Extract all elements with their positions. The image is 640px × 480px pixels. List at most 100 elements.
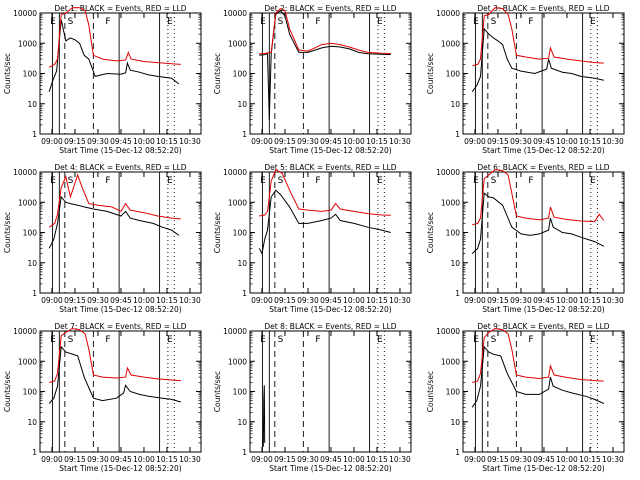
- marker-label: E: [50, 176, 56, 186]
- marker-label: E: [50, 17, 56, 27]
- y-tick-label: 10000: [223, 168, 247, 177]
- y-tick-label: 10: [237, 259, 247, 268]
- x-tick-label: 10:15: [579, 296, 601, 305]
- x-tick-label: 10:15: [366, 137, 388, 146]
- panel-det-9: Det 9: BLACK = Events, RED = LLD 1 10 100 10…: [426, 322, 625, 473]
- y-tick-label: 1: [242, 130, 247, 139]
- x-axis-label: Start Time (15-Dec-12 08:52:20): [269, 146, 391, 155]
- marker-label: E: [377, 176, 383, 186]
- y-tick-label: 100: [446, 388, 461, 397]
- y-tick-label: 100: [23, 388, 38, 397]
- y-tick-label: 1: [242, 289, 247, 298]
- y-tick-label: 10: [27, 100, 37, 109]
- x-tick-label: 09:00: [41, 296, 63, 305]
- x-tick-label: 09:45: [110, 455, 132, 464]
- x-tick-label: 09:45: [533, 296, 555, 305]
- x-tick-label: 09:00: [464, 137, 486, 146]
- y-tick-label: 1: [32, 130, 37, 139]
- y-tick-label: 1000: [18, 198, 37, 207]
- y-tick-label: 10: [237, 418, 247, 427]
- series-lld: [472, 328, 604, 383]
- x-tick-label: 10:00: [556, 137, 578, 146]
- series-events: [471, 345, 605, 408]
- plot-frame: [39, 171, 202, 294]
- x-tick-label: 09:15: [274, 137, 296, 146]
- x-tick-label: 09:45: [110, 137, 132, 146]
- marker-label: F: [105, 335, 110, 345]
- x-tick-label: 10:00: [133, 455, 155, 464]
- y-tick-label: 10000: [223, 9, 247, 18]
- x-tick-label: 09:15: [274, 455, 296, 464]
- y-axis-label: Counts/sec: [3, 371, 12, 412]
- series-events: [471, 27, 604, 92]
- y-tick-label: 1000: [228, 39, 247, 48]
- y-axis-label: Counts/sec: [426, 53, 435, 94]
- y-tick-label: 1: [455, 289, 460, 298]
- x-tick-label: 09:00: [41, 455, 63, 464]
- series-events: [48, 195, 180, 249]
- x-axis-label: Start Time (15-Dec-12 08:52:20): [482, 305, 604, 314]
- x-tick-label: 10:00: [556, 296, 578, 305]
- marker-label: F: [105, 17, 110, 27]
- x-tick-label: 09:30: [510, 137, 532, 146]
- series-events: [48, 345, 181, 404]
- series-lld: [472, 169, 605, 226]
- x-tick-label: 09:15: [487, 455, 509, 464]
- x-tick-label: 09:00: [251, 296, 273, 305]
- x-tick-label: 10:15: [156, 455, 178, 464]
- marker-label: E: [590, 17, 596, 27]
- marker-label: S: [491, 17, 497, 27]
- x-tick-label: 10:30: [179, 296, 201, 305]
- x-tick-label: 09:00: [464, 296, 486, 305]
- series-lld: [472, 7, 604, 67]
- chart-title: Det 3: BLACK = Events, RED = LLD: [477, 4, 609, 13]
- x-tick-label: 10:30: [179, 137, 201, 146]
- x-tick-label: 09:45: [320, 455, 342, 464]
- y-tick-label: 1: [455, 130, 460, 139]
- x-axis-label: Start Time (15-Dec-12 08:52:20): [269, 464, 391, 473]
- marker-label: F: [315, 176, 320, 186]
- x-tick-label: 09:45: [110, 296, 132, 305]
- y-axis-label: Counts/sec: [213, 371, 222, 412]
- x-axis-label: Start Time (15-Dec-12 08:52:20): [59, 305, 181, 314]
- marker-label: S: [278, 17, 284, 27]
- chart-title: Det 1: BLACK = Events, RED = LLD: [54, 4, 186, 13]
- marker-label: F: [315, 17, 320, 27]
- y-axis-label: Counts/sec: [426, 212, 435, 253]
- x-tick-label: 10:30: [602, 137, 624, 146]
- y-tick-label: 100: [446, 70, 461, 79]
- y-tick-label: 10: [450, 259, 460, 268]
- series-lld: [48, 7, 181, 68]
- x-tick-label: 10:30: [602, 296, 624, 305]
- x-tick-label: 10:30: [389, 455, 411, 464]
- panel-det-7: Det 7: BLACK = Events, RED = LLD 1 10 100 10…: [3, 322, 202, 473]
- x-tick-label: 10:15: [156, 296, 178, 305]
- x-tick-label: 10:30: [389, 296, 411, 305]
- x-tick-label: 10:15: [366, 455, 388, 464]
- plot-frame: [39, 330, 202, 453]
- y-tick-label: 1: [242, 448, 247, 457]
- x-tick-label: 10:15: [366, 296, 388, 305]
- marker-label: E: [473, 176, 479, 186]
- y-tick-label: 1000: [18, 357, 37, 366]
- chart-title: Det 8: BLACK = Events, RED = LLD: [264, 322, 396, 331]
- marker-label: F: [105, 176, 110, 186]
- x-tick-label: 09:30: [297, 296, 319, 305]
- y-tick-label: 1000: [441, 198, 460, 207]
- marker-label: S: [278, 335, 284, 345]
- y-axis-label: Counts/sec: [426, 371, 435, 412]
- panel-det-4: Det 4: BLACK = Events, RED = LLD 1 10 100 10…: [3, 163, 202, 314]
- marker-label: S: [278, 176, 284, 186]
- y-axis-label: Counts/sec: [3, 212, 12, 253]
- x-tick-label: 09:15: [487, 296, 509, 305]
- y-tick-label: 1: [32, 448, 37, 457]
- y-axis-label: Counts/sec: [3, 53, 12, 94]
- marker-label: F: [528, 176, 533, 186]
- x-tick-label: 09:00: [251, 455, 273, 464]
- marker-label: E: [260, 335, 266, 345]
- marker-label: S: [68, 176, 74, 186]
- marker-label: E: [590, 176, 596, 186]
- marker-label: S: [491, 176, 497, 186]
- y-tick-label: 10: [27, 259, 37, 268]
- x-tick-label: 10:30: [389, 137, 411, 146]
